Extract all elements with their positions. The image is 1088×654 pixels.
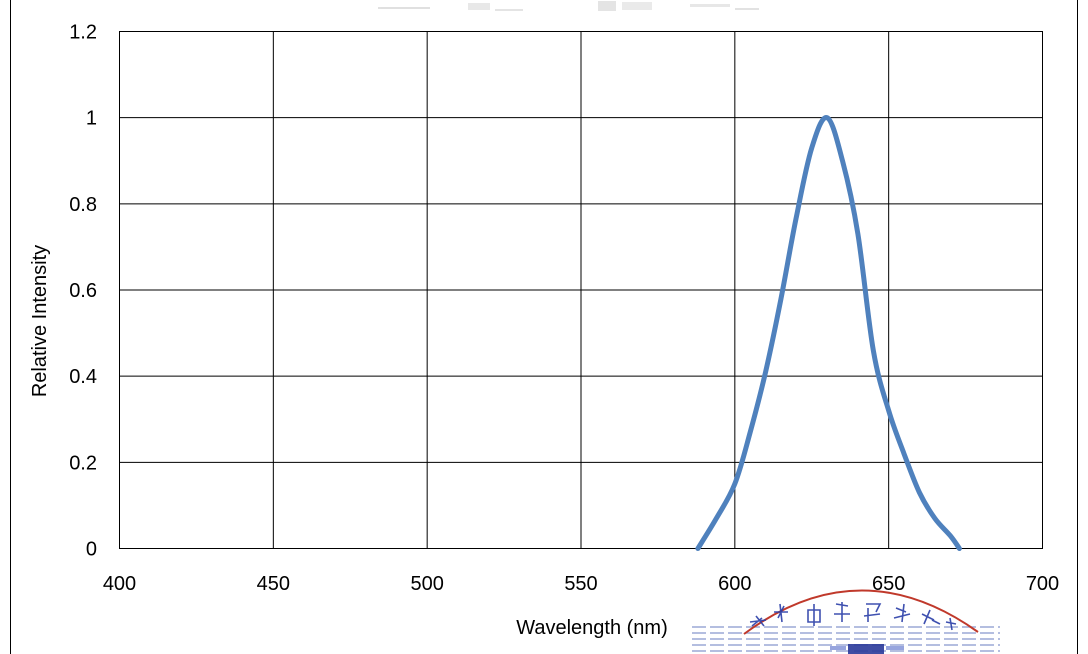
y-tick-label: 0.6 xyxy=(69,280,97,302)
y-tick-label: 0.2 xyxy=(69,452,97,474)
x-tick-label: 450 xyxy=(257,573,290,595)
y-axis-title: Relative Intensity xyxy=(29,245,51,397)
x-axis-tick-labels: 400 450 500 550 600 650 700 xyxy=(103,573,1059,595)
plot-area-border xyxy=(119,31,1043,549)
gridlines xyxy=(119,31,1043,549)
y-tick-label: 1 xyxy=(86,108,97,130)
x-tick-label: 600 xyxy=(718,573,751,595)
x-tick-label: 550 xyxy=(564,573,597,595)
x-tick-label: 700 xyxy=(1026,573,1059,595)
x-tick-label: 650 xyxy=(872,573,905,595)
x-axis-title: Wavelength (nm) xyxy=(516,617,668,639)
spectrum-line xyxy=(695,115,962,551)
y-tick-label: 0.4 xyxy=(69,366,97,388)
x-tick-label: 500 xyxy=(410,573,443,595)
top-watermark xyxy=(378,1,759,11)
y-tick-label: 0.8 xyxy=(69,194,97,216)
company-stamp xyxy=(692,589,1000,654)
y-axis-tick-labels: 0 0.2 0.4 0.6 0.8 1 1.2 xyxy=(69,22,97,561)
x-tick-label: 400 xyxy=(103,573,136,595)
series-layer xyxy=(695,115,962,551)
y-tick-label: 1.2 xyxy=(69,22,97,44)
y-tick-label: 0 xyxy=(86,539,97,561)
